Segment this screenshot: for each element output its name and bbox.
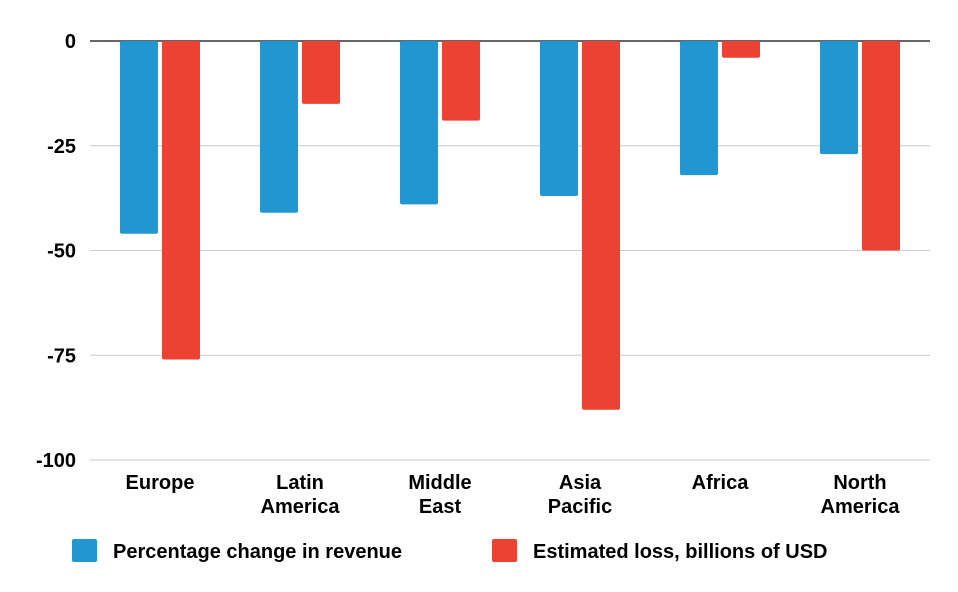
- gridlines: [90, 40, 930, 461]
- y-tick-label: -100: [36, 450, 76, 472]
- y-tick-label: -50: [47, 241, 76, 263]
- bar-estimated-loss: [302, 41, 340, 104]
- bar-estimated-loss: [442, 41, 480, 121]
- legend-swatch: [492, 539, 517, 562]
- bar-estimated-loss: [862, 41, 900, 251]
- legend: Percentage change in revenue Estimated lo…: [72, 539, 828, 563]
- x-category-label: Middle East: [408, 472, 471, 518]
- legend-swatch: [72, 539, 97, 562]
- bar-revenue-change: [680, 41, 718, 176]
- x-category-label: Asia Pacific: [548, 472, 612, 518]
- x-category-label: North America: [821, 472, 901, 518]
- bar-estimated-loss: [582, 41, 620, 410]
- y-tick-label: 0: [65, 31, 76, 53]
- bar-revenue-change: [820, 41, 858, 155]
- y-tick-label: -75: [47, 345, 76, 367]
- bar-revenue-change: [540, 41, 578, 197]
- y-tick-label: -25: [47, 136, 76, 158]
- bar-estimated-loss: [722, 41, 760, 58]
- legend-label: Percentage change in revenue: [113, 541, 402, 563]
- x-category-label: Europe: [126, 472, 195, 494]
- x-axis-category-labels: Europe Latin America Middle East Asia Pacific A…: [126, 472, 901, 518]
- bar-revenue-change: [260, 41, 298, 213]
- bar-revenue-change: [400, 41, 438, 205]
- bars: [120, 41, 900, 410]
- bar-revenue-change: [120, 41, 158, 234]
- y-axis-tick-labels: 0 -25 -50 -75 -100: [36, 31, 76, 472]
- legend-label: Estimated loss, billions of USD: [533, 541, 828, 563]
- x-category-label: Africa: [692, 472, 750, 494]
- x-category-label: Latin America: [261, 472, 341, 518]
- bar-estimated-loss: [162, 41, 200, 360]
